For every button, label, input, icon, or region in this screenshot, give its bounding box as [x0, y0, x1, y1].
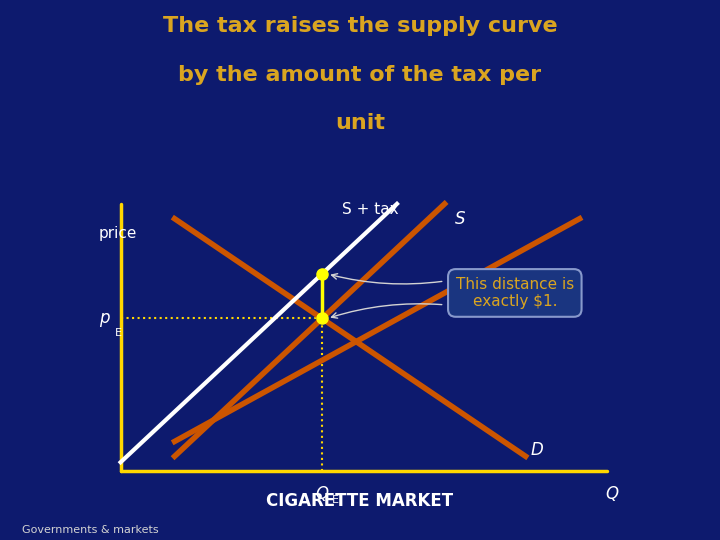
Text: S + tax: S + tax	[342, 202, 398, 217]
Text: Governments & markets: Governments & markets	[22, 524, 158, 535]
Text: Q: Q	[606, 484, 618, 503]
Text: unit: unit	[335, 113, 385, 133]
Text: S: S	[456, 210, 466, 228]
Text: p: p	[99, 309, 109, 327]
Text: CIGARETTE MARKET: CIGARETTE MARKET	[266, 492, 454, 510]
Text: The tax raises the supply curve: The tax raises the supply curve	[163, 16, 557, 36]
Text: This distance is
exactly $1.: This distance is exactly $1.	[456, 276, 574, 309]
Text: E: E	[332, 495, 339, 505]
Text: E: E	[114, 328, 122, 339]
Text: Q: Q	[315, 484, 328, 503]
Text: price: price	[99, 226, 138, 241]
Text: by the amount of the tax per: by the amount of the tax per	[179, 65, 541, 85]
Text: D: D	[531, 441, 544, 460]
